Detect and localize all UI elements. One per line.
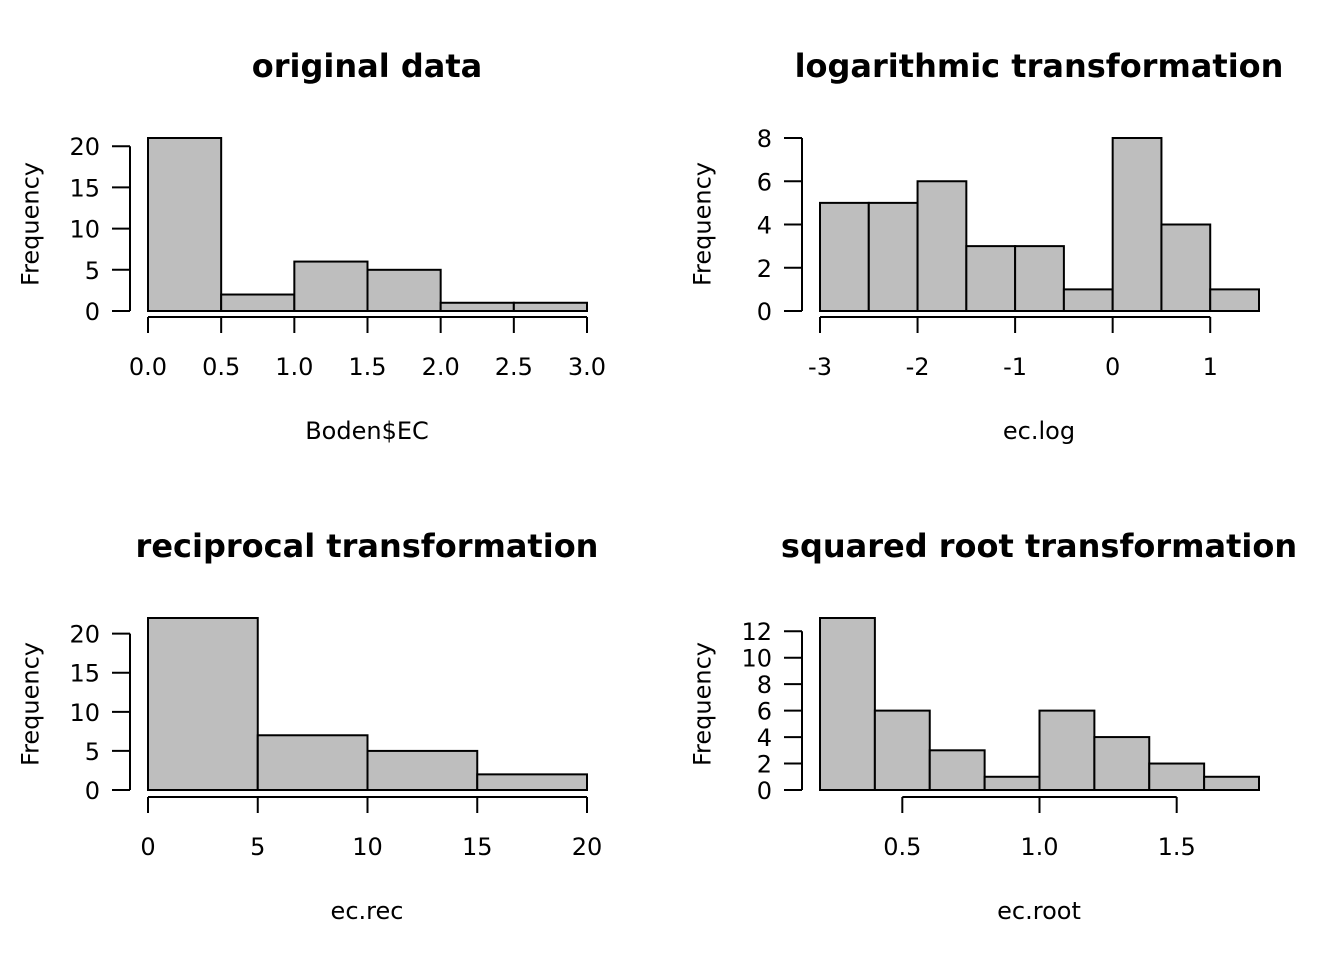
x-axis-label: ec.log [1003,417,1075,445]
y-tick-label: 0 [757,777,772,805]
y-tick-label: 4 [757,724,772,752]
histogram-bar [1160,223,1212,312]
histogram-panel-2: logarithmic transformation 0 2 4 6 8 -3 -2 -1 0 1 e… [688,47,1283,445]
x-tick-label: 20 [572,833,603,861]
x-tick-label: 1.0 [275,353,313,381]
histogram-panel-1: original data 0 5 10 15 20 0.0 0.5 1.0 1.5 2.0 2.5 3… [16,47,606,445]
x-tick-label: 1.5 [348,353,386,381]
panel-title: reciprocal transformation [136,527,599,565]
y-tick-label: 15 [69,174,100,202]
x-tick-label: 0 [1105,353,1120,381]
x-tick-label: 0.5 [202,353,240,381]
histogram-bar [1203,775,1260,791]
y-tick-label: 20 [69,133,100,161]
histogram-bar [220,293,296,312]
x-tick-label: 1.0 [1020,833,1058,861]
histogram-bar [1014,245,1065,312]
histogram-bar [983,775,1041,791]
y-tick-label: 6 [757,698,772,726]
histogram-bar [1148,762,1206,791]
histogram-bar [965,245,1017,312]
histogram-bar [819,617,876,791]
y-tick-label: 4 [757,212,772,240]
y-tick-label: 10 [69,216,100,244]
y-tick-label: 0 [757,298,772,326]
x-tick-label: -1 [1003,353,1027,381]
x-tick-label: -2 [906,353,930,381]
histogram-bar [1062,288,1114,312]
x-tick-label: 0.5 [883,833,921,861]
y-tick-label: 5 [85,738,100,766]
y-tick-label: 8 [757,125,772,153]
y-tick-label: 2 [757,255,772,283]
x-tick-label: 15 [462,833,493,861]
x-tick-label: 0.0 [129,353,167,381]
x-tick-label: 1.5 [1158,833,1196,861]
histogram-bar [439,301,515,312]
histogram-bar [1038,709,1096,791]
panel-title: squared root transformation [781,527,1297,565]
y-tick-label: 6 [757,168,772,196]
histogram-bar [867,201,919,312]
y-tick-label: 12 [741,618,772,646]
x-tick-label: 2.0 [422,353,460,381]
histogram-bar [819,201,870,312]
y-tick-label: 2 [757,751,772,779]
x-tick-label: 10 [352,833,383,861]
histogram-bar [873,709,931,791]
histogram-bar [916,180,968,312]
y-tick-label: 8 [757,671,772,699]
x-tick-label: -3 [808,353,832,381]
x-tick-label: 5 [250,833,265,861]
histogram-bar [1111,137,1163,312]
x-axis-label: Boden$EC [305,417,429,445]
y-axis-label: Frequency [16,162,44,286]
y-tick-label: 15 [69,660,100,688]
x-axis-label: ec.root [997,897,1081,925]
histogram-bar [366,268,442,312]
y-tick-label: 5 [85,257,100,285]
histogram-bar [147,617,259,791]
panel-title: logarithmic transformation [795,47,1284,85]
x-tick-label: 2.5 [495,353,533,381]
histogram-bar [512,301,588,312]
y-tick-label: 10 [69,699,100,727]
panel-title: original data [252,47,482,85]
histogram-panel-3: reciprocal transformation 0 5 10 15 20 0 5 10 15 2… [16,527,602,925]
y-axis-label: Frequency [16,642,44,766]
x-tick-label: 3.0 [568,353,606,381]
y-tick-label: 10 [741,645,772,673]
histogram-bar [366,749,479,792]
histogram-bar [928,749,986,791]
histogram-bar [256,734,369,791]
histogram-bar [1209,288,1260,312]
y-tick-label: 20 [69,621,100,649]
histogram-bar [147,137,223,312]
x-tick-label: 1 [1203,353,1218,381]
histogram-bar [293,260,369,313]
histogram-bar [476,773,588,792]
y-axis-label: Frequency [688,162,716,286]
y-axis-label: Frequency [688,642,716,766]
x-axis-label: ec.rec [331,897,404,925]
x-tick-label: 0 [140,833,155,861]
y-tick-label: 0 [85,298,100,326]
y-tick-label: 0 [85,777,100,805]
histogram-bar [1093,736,1151,791]
